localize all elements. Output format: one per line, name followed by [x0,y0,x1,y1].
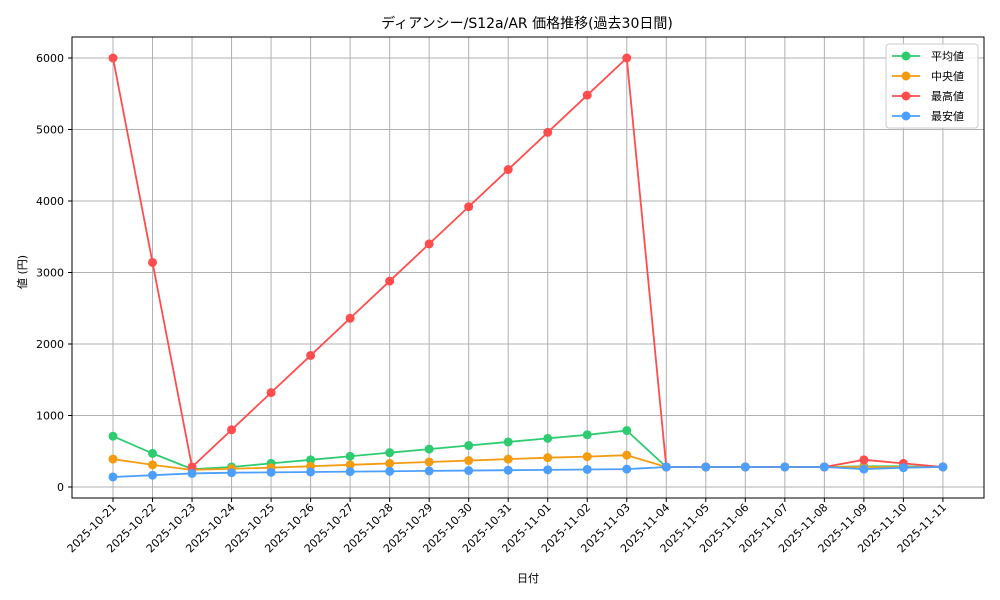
data-point [543,433,553,443]
data-point [464,466,474,476]
data-point [385,276,395,286]
data-point [582,430,592,440]
data-point [701,462,711,472]
data-point [345,467,355,477]
data-point [306,350,316,360]
data-point [424,466,434,476]
data-point [543,465,553,475]
legend-marker [901,51,911,61]
legend-label: 最高値 [931,89,964,103]
data-point [543,453,553,463]
series-lines [108,53,948,482]
data-point [345,451,355,461]
series-3 [108,462,948,482]
data-point [740,462,750,472]
y-tick-label: 3000 [36,267,64,280]
data-point [227,425,237,435]
data-point [108,53,118,63]
data-point [345,460,355,470]
legend-label: 中央値 [931,70,964,83]
data-point [148,460,158,470]
data-point [108,472,118,482]
data-point [148,448,158,458]
data-point [424,457,434,467]
data-point [898,463,908,473]
data-point [543,127,553,137]
data-point [622,53,632,63]
legend-marker [901,71,911,81]
data-point [661,462,671,472]
data-point [306,467,316,477]
data-point [503,165,513,175]
data-point [424,239,434,249]
y-tick-label: 5000 [36,124,64,137]
data-point [622,464,632,474]
legend-box [885,43,979,129]
series-line [112,466,943,478]
legend-marker [901,91,911,101]
data-point [503,465,513,475]
data-point [385,448,395,458]
grid [72,37,984,498]
data-point [622,426,632,436]
data-point [938,462,948,472]
data-point [187,468,197,478]
data-point [819,462,829,472]
x-axis-label: 日付 [517,572,539,585]
data-point [464,441,474,451]
data-point [464,202,474,212]
data-point [503,437,513,447]
legend-label: 平均値 [931,50,964,63]
data-point [622,450,632,460]
series-line [112,429,943,471]
y-tick-label: 2000 [36,338,64,351]
data-point [108,454,118,464]
data-point [780,462,790,472]
series-line [112,56,944,469]
y-tick-label: 4000 [36,195,64,208]
y-tick-label: 6000 [36,52,64,65]
data-point [385,466,395,476]
plot-area-frame [71,36,985,499]
data-point [266,388,276,398]
chart-title: ディアンシー/S12a/AR 価格推移(過去30日間) [381,15,673,32]
data-point [227,468,237,478]
data-point [108,431,118,441]
x-axis: 2025-10-212025-10-222025-10-232025-10-24… [65,498,949,555]
data-point [859,455,869,465]
data-point [148,257,158,267]
data-point [582,90,592,100]
data-point [424,444,434,454]
legend-marker [901,111,911,121]
data-point [464,456,474,466]
data-point [187,462,197,472]
data-point [345,313,355,323]
data-point [582,452,592,462]
data-point [385,458,395,468]
series-2 [108,53,948,472]
data-point [306,455,316,465]
y-tick-label: 1000 [36,410,64,423]
data-point [859,464,869,474]
y-axis: 0 1000 2000 3000 4000 5000 6000 [36,52,72,494]
y-tick-label: 0 [57,481,64,494]
y-axis-label: 値 (円) [16,255,29,289]
data-point [503,454,513,464]
legend-label: 最安値 [931,109,964,123]
data-point [582,464,592,474]
data-point [148,470,158,480]
data-point [266,467,276,477]
